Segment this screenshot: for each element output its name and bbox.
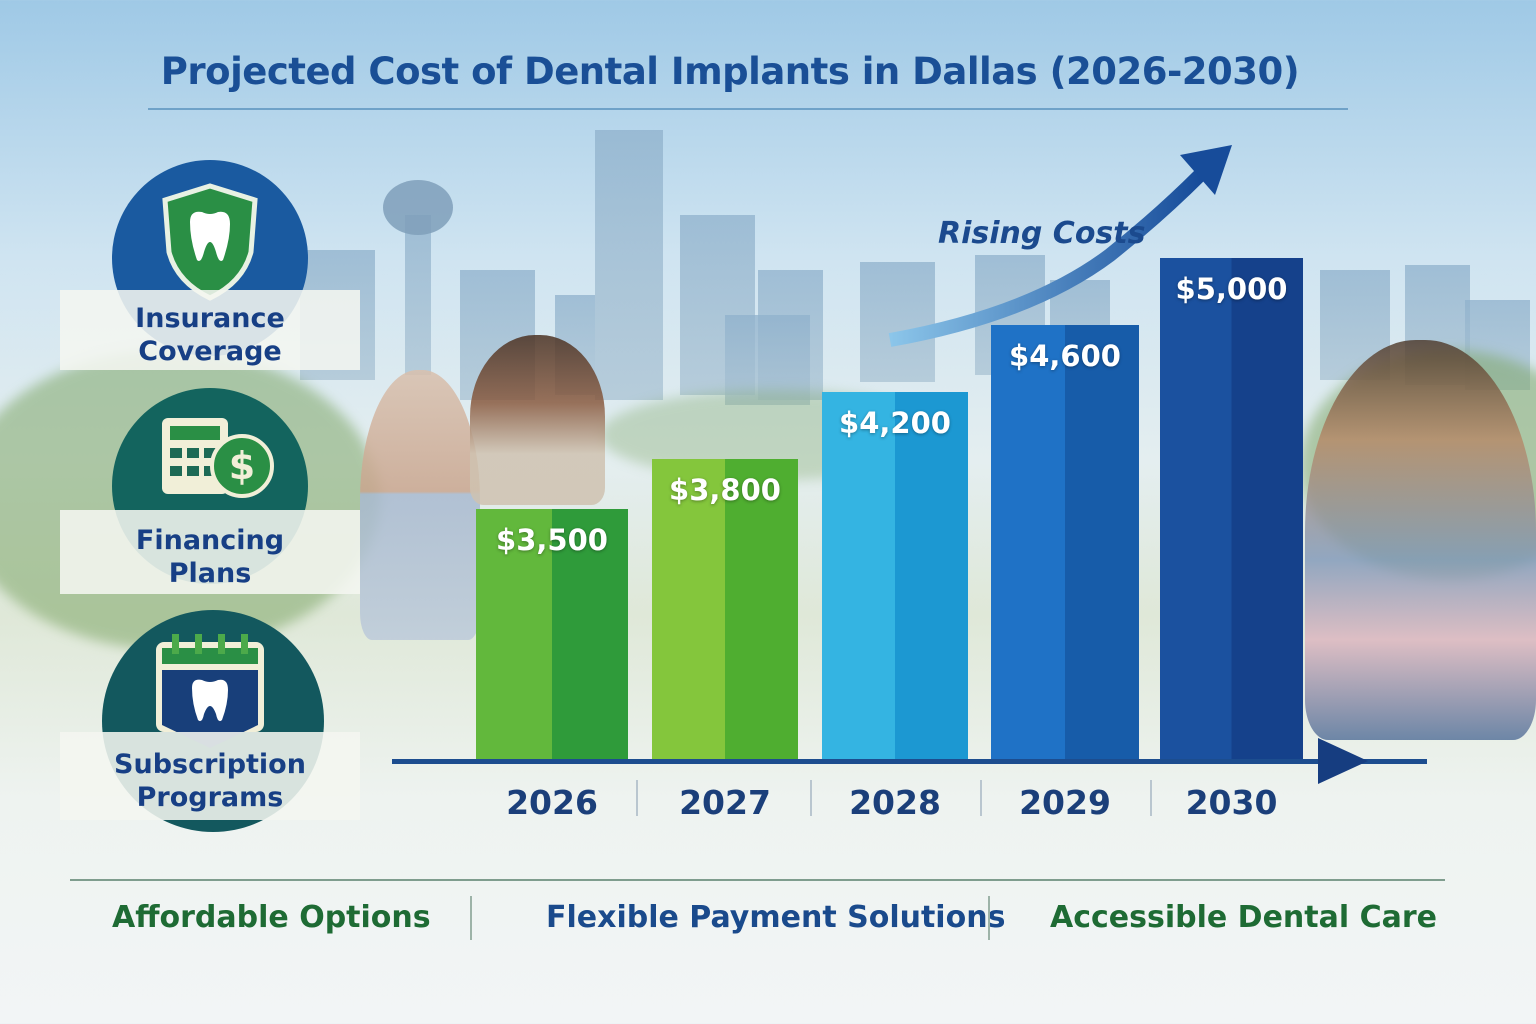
data-label: $3,800	[669, 473, 781, 508]
rising-trend-arrow-icon	[888, 145, 1232, 347]
footer-accessible-care: Accessible Dental Care	[1050, 900, 1437, 935]
tick-separator	[979, 780, 982, 816]
data-label: $5,000	[1175, 272, 1288, 307]
rising-costs-annotation: Rising Costs	[938, 216, 1146, 251]
sidebar-label: Financing Plans	[135, 525, 285, 589]
x-axis-line	[392, 759, 1427, 764]
footer-affordable-options: Affordable Options	[112, 900, 431, 935]
x-tick-label: 2028	[849, 783, 941, 822]
footer-flexible-payment: Flexible Payment Solutions	[546, 900, 1006, 935]
bar-2029: $4,600	[991, 325, 1139, 760]
bar-2028: $4,200	[822, 392, 968, 760]
reunion-tower-ball	[383, 180, 453, 235]
bar-2027: $3,800	[652, 459, 798, 760]
calculator-dollar-icon: $	[162, 418, 274, 498]
data-label: $4,600	[1009, 339, 1121, 374]
data-label: $4,200	[839, 406, 951, 441]
sidebar-item-subscription: Subscription Programs	[60, 610, 360, 832]
x-tick-label: 2029	[1019, 783, 1111, 822]
footer-divider	[70, 879, 1445, 881]
footer-separator	[470, 896, 472, 940]
sidebar-item-insurance: Insurance Coverage	[60, 160, 360, 370]
sidebar-label: Insurance Coverage	[135, 303, 285, 367]
tick-separator	[636, 780, 638, 816]
sidebar-item-financing: $ Financing Plans	[60, 388, 360, 598]
reunion-tower	[405, 215, 431, 375]
axis-arrow-icon	[1318, 738, 1368, 784]
x-tick-label: 2027	[679, 783, 771, 822]
svg-text:$: $	[229, 444, 255, 488]
tick-separator	[1149, 780, 1152, 816]
x-tick-label: 2026	[506, 783, 598, 822]
person-older-man	[360, 370, 480, 640]
person-woman	[470, 335, 605, 505]
tick-separator	[810, 780, 812, 816]
sidebar-label: Subscription Programs	[114, 749, 306, 813]
x-tick-label: 2030	[1185, 783, 1278, 822]
person-family	[1305, 340, 1536, 740]
chart-title: Projected Cost of Dental Implants in Dal…	[160, 50, 1300, 93]
footer-separator	[988, 896, 990, 940]
bar-2030: $5,000	[1160, 258, 1303, 760]
shield-tooth-icon	[162, 183, 258, 301]
data-label: $3,500	[496, 523, 608, 558]
title-divider	[148, 108, 1348, 110]
calendar-tooth-icon	[156, 634, 264, 748]
bar-2026: $3,500	[476, 509, 628, 760]
